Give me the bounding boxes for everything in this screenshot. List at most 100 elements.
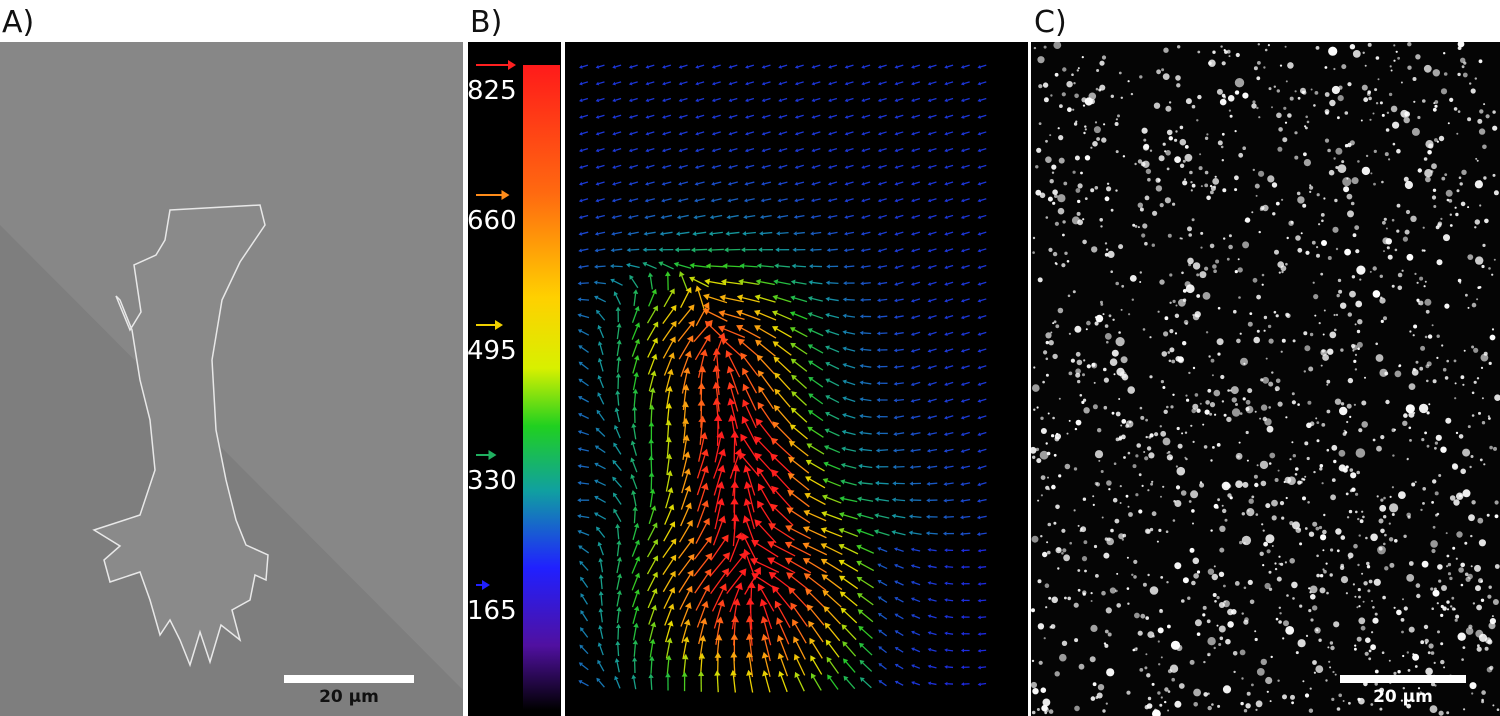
- vector: [947, 114, 954, 118]
- vector: [794, 361, 808, 372]
- bead: [1172, 393, 1175, 396]
- vector-head: [745, 633, 754, 641]
- bead: [1045, 357, 1049, 361]
- bead: [1140, 415, 1145, 420]
- bead: [1304, 441, 1309, 446]
- vector-head: [668, 352, 675, 359]
- vector: [764, 639, 771, 662]
- bead: [1365, 637, 1371, 643]
- bead: [1313, 470, 1316, 474]
- vector-head: [910, 282, 915, 286]
- vector-head: [894, 131, 899, 136]
- vector-head: [714, 652, 722, 658]
- bead: [1139, 207, 1144, 212]
- vector: [807, 560, 827, 574]
- vector: [631, 181, 639, 185]
- vector: [827, 626, 841, 642]
- bead: [1394, 248, 1398, 252]
- vector: [776, 328, 792, 339]
- vector: [828, 430, 840, 437]
- vector-head: [692, 231, 697, 237]
- vector-head: [717, 599, 726, 607]
- vector: [947, 64, 954, 68]
- vector: [581, 214, 589, 218]
- bead: [1229, 496, 1233, 500]
- bead: [1166, 405, 1169, 409]
- bead: [1424, 431, 1427, 435]
- vector: [581, 612, 589, 622]
- bead: [1217, 306, 1221, 310]
- vector-head: [595, 65, 600, 69]
- bead: [1072, 290, 1076, 294]
- vector: [580, 465, 590, 469]
- bead: [1478, 59, 1483, 64]
- vector: [777, 392, 791, 408]
- vector-head: [577, 514, 582, 519]
- vector: [663, 591, 673, 609]
- vector-head: [822, 589, 830, 597]
- legend-arrowhead: [495, 320, 503, 330]
- bead: [1351, 343, 1356, 349]
- vector: [694, 339, 708, 361]
- vector: [880, 548, 888, 553]
- vector-head: [893, 431, 898, 437]
- vector-head: [713, 413, 723, 421]
- bead: [1054, 72, 1059, 77]
- vector: [947, 582, 954, 585]
- vector: [764, 81, 771, 85]
- bead: [1083, 398, 1087, 402]
- bead: [1279, 64, 1283, 67]
- bead: [1331, 444, 1338, 451]
- bead: [1100, 300, 1103, 304]
- bead: [1308, 531, 1315, 537]
- vector-head: [894, 181, 899, 186]
- bead: [1421, 249, 1425, 252]
- bead: [1226, 416, 1232, 423]
- bead: [1340, 576, 1349, 584]
- vector-head: [665, 402, 673, 409]
- vector: [980, 448, 987, 452]
- bead: [1333, 459, 1337, 464]
- bead: [1134, 225, 1138, 228]
- bead: [1215, 506, 1219, 509]
- vector: [897, 665, 904, 670]
- bead: [1176, 644, 1183, 652]
- vector: [677, 324, 692, 342]
- bead: [1105, 607, 1112, 614]
- bead: [1139, 75, 1143, 79]
- vector: [897, 198, 904, 202]
- vector-head: [577, 430, 582, 435]
- vector-head: [711, 81, 716, 86]
- bead: [1108, 488, 1111, 491]
- bead: [1154, 432, 1159, 437]
- vector-head: [910, 265, 915, 270]
- vector-head: [960, 498, 964, 503]
- bead: [1460, 201, 1466, 207]
- bead: [1458, 176, 1462, 179]
- bead: [1265, 534, 1275, 544]
- bead: [1127, 451, 1131, 455]
- bead: [1334, 198, 1338, 203]
- bead: [1383, 542, 1386, 546]
- vector-head: [774, 263, 779, 269]
- vector: [880, 664, 887, 670]
- vector: [714, 131, 721, 135]
- vector-head: [631, 489, 637, 495]
- bead: [1175, 465, 1178, 468]
- bead: [1105, 248, 1109, 251]
- bead: [1165, 530, 1169, 533]
- bead: [1256, 106, 1259, 110]
- bead: [1322, 333, 1325, 336]
- bead: [1447, 572, 1452, 576]
- vector-head: [645, 148, 650, 153]
- vector: [698, 97, 705, 101]
- bead: [1081, 556, 1088, 562]
- vector: [776, 297, 792, 303]
- vector-head: [578, 662, 584, 667]
- vector-head: [911, 81, 915, 86]
- vector: [683, 659, 687, 676]
- vector: [617, 644, 620, 657]
- vector-head: [775, 247, 780, 253]
- vector: [896, 432, 905, 435]
- vector: [963, 214, 970, 218]
